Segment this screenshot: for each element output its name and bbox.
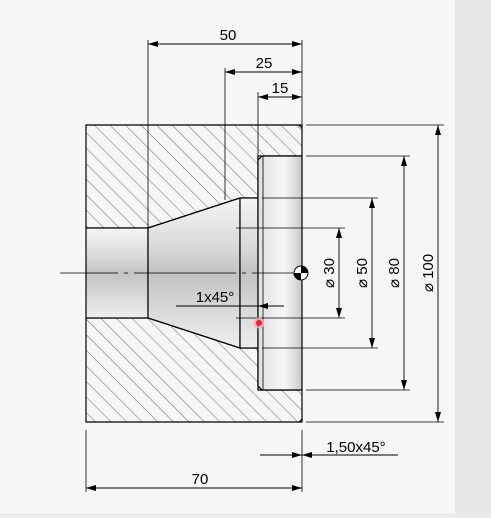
dim-text-70: 70 <box>192 471 209 488</box>
dim-text-15: 15 <box>272 80 289 97</box>
dim-text-dia-50: ⌀ 50 <box>354 258 371 288</box>
dim-text-dia-100: ⌀ 100 <box>420 254 437 292</box>
outer-chamfer-top <box>298 124 303 129</box>
paper-margin <box>455 0 491 513</box>
outer-chamfer-bottom <box>298 418 303 423</box>
dim-text-dia-80: ⌀ 80 <box>386 258 403 288</box>
origin-symbol-icon <box>293 265 309 281</box>
dim-text-dia-30: ⌀ 30 <box>321 258 338 288</box>
outer-chamfer-label: 1,50x45° <box>326 439 385 456</box>
dim-text-25: 25 <box>256 55 273 72</box>
dim-text-50: 50 <box>220 27 237 44</box>
extension-lines <box>85 40 444 492</box>
diameter-dimensions <box>336 125 441 422</box>
inner-chamfer-label: 1x45° <box>196 289 235 306</box>
cursor-marker-icon <box>253 317 265 329</box>
chamfer-leaders <box>176 303 398 458</box>
horizontal-dimensions <box>86 41 302 491</box>
